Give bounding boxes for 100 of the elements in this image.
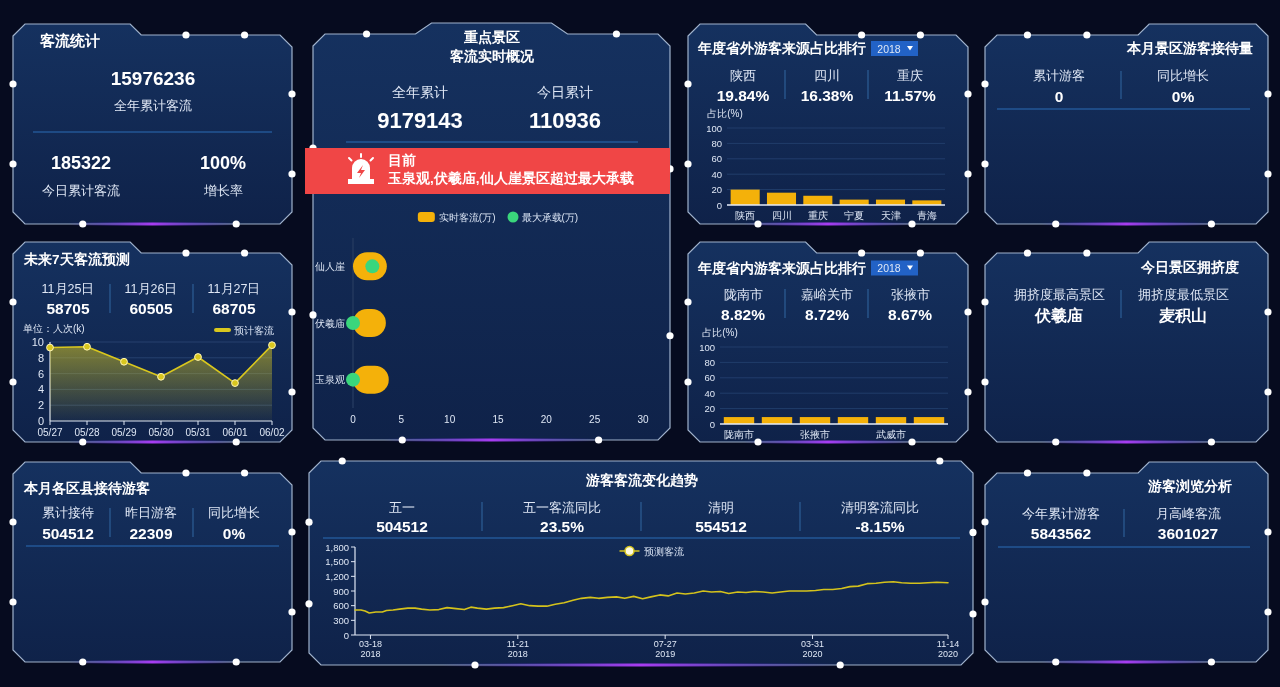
text: 目前: [388, 152, 416, 168]
text: 504512: [376, 517, 428, 535]
y-tick-label: 40: [711, 168, 722, 180]
text: 8.82%: [721, 305, 766, 323]
x-tick-label: 06/01: [222, 426, 248, 438]
text: 四川: [814, 67, 840, 83]
text: 麦积山: [1158, 306, 1207, 324]
text: -8.15%: [855, 517, 905, 535]
y-tick-label: 900: [333, 585, 349, 597]
chart-title: 游客客流变化趋势: [585, 471, 698, 488]
y-tick-label: 300: [333, 614, 349, 626]
x-tick-label: 05/31: [185, 426, 211, 438]
text: 2018: [877, 42, 901, 55]
text: 68705: [212, 299, 256, 317]
text: 11月27日: [207, 282, 261, 296]
text: 今年累计游客: [1022, 506, 1100, 521]
text: 月高峰客流: [1155, 506, 1221, 521]
point: [120, 357, 128, 366]
x-tick-label: 陇南市: [724, 428, 754, 440]
y-tick-label: 20: [704, 403, 715, 415]
y-tick-label: 600: [333, 600, 349, 612]
text: 185322: [50, 153, 112, 173]
x-tick-label: 05/29: [111, 426, 137, 438]
text: 23.5%: [540, 517, 585, 535]
y-tick-label: 仙人崖: [315, 260, 345, 272]
y-tick-label: 10: [31, 336, 44, 348]
text: 58705: [46, 299, 90, 317]
text: 玉泉观,伏羲庙,仙人崖景区超过最大承载: [387, 169, 634, 186]
y-tick-label: 1,800: [325, 541, 349, 553]
bar: [730, 189, 760, 205]
text: 陇南市: [723, 286, 763, 302]
x-tick-label: 06/02: [259, 426, 285, 438]
text: 11月26日: [124, 282, 178, 296]
x-tick-label: 5: [398, 413, 405, 425]
chart-title: 未来7天客流预测: [23, 250, 130, 267]
x-tick-label: 07-27 2019: [653, 639, 677, 659]
text: 15976236: [110, 67, 196, 89]
x-tick-label: 四川: [771, 209, 792, 221]
text: 11.57%: [884, 86, 937, 104]
text: 累计接待: [42, 506, 94, 520]
text: 增长率: [202, 182, 243, 198]
y-tick-label: 2: [37, 399, 44, 412]
legend-label: 最大承载(万): [521, 211, 579, 223]
y-tick-label: 玉泉观: [315, 374, 345, 386]
point: [194, 353, 202, 361]
text: 0%: [222, 524, 246, 542]
x-tick-label: 03-18 2018: [358, 639, 382, 659]
point: [231, 379, 239, 387]
y-tick-label: 1,500: [325, 556, 349, 568]
text: 拥挤度最低景区: [1137, 287, 1229, 302]
x-tick-label: 30: [637, 413, 649, 425]
x-tick-label: 10: [444, 413, 456, 425]
y-tick-label: 80: [704, 356, 715, 368]
x-tick-label: 15: [492, 413, 504, 425]
x-tick-label: 武威市: [876, 428, 906, 440]
text: 8.67%: [888, 305, 933, 323]
chart-title: 年度省外游客来源占比排行: [697, 39, 866, 56]
text: 今日累计客流: [42, 182, 120, 198]
y-tick-label: 6: [37, 367, 44, 380]
legend-label: 实时客流(万): [438, 211, 496, 223]
y-tick-label: 伏羲庙: [315, 317, 345, 329]
text: 游客浏览分析: [1147, 477, 1232, 494]
legend-label: 预计客流: [234, 324, 274, 336]
text: 3601027: [1157, 524, 1219, 542]
text: 11月25日: [41, 282, 95, 296]
x-tick-label: 天津: [880, 209, 901, 221]
text: 60505: [129, 299, 173, 317]
text: 2018: [877, 262, 901, 274]
x-tick-label: 11-21 2018: [506, 639, 529, 659]
chart-subtitle: 客流实时概况: [449, 48, 535, 64]
text: 陕西: [730, 67, 756, 83]
text: 504512: [42, 524, 94, 542]
text: 本月景区游客接待量: [1126, 39, 1253, 56]
line-series: [354, 580, 949, 614]
text: 16.38%: [800, 86, 854, 104]
text: 张掖市: [890, 286, 930, 302]
point: [268, 341, 276, 350]
y-tick-label: 20: [711, 184, 722, 196]
point: [46, 343, 54, 352]
chart-title: 重点景区: [463, 29, 520, 45]
text: 22309: [129, 524, 173, 542]
point: [157, 372, 165, 381]
y-tick-label: 60: [711, 153, 722, 165]
text: 清明客流同比: [841, 499, 919, 515]
text: 昨日游客: [125, 505, 177, 520]
x-tick-label: 青海: [916, 209, 937, 221]
y-tick-label: 8: [37, 351, 44, 364]
legend-label: 预测客流: [643, 545, 684, 557]
point: [83, 342, 91, 351]
y-tick-label: 80: [711, 137, 722, 149]
chart-title: 年度省内游客来源占比排行: [697, 259, 866, 276]
text: 清明: [708, 499, 734, 515]
text: 全年累计: [392, 84, 448, 100]
text: 9179143: [377, 107, 463, 133]
text: 5843562: [1030, 524, 1092, 542]
text: 重庆: [897, 67, 923, 83]
text: 今日累计: [537, 84, 593, 100]
x-tick-label: 05/30: [148, 426, 174, 438]
text: 0: [1054, 87, 1064, 105]
y-axis-title: 占比(%): [702, 326, 738, 338]
